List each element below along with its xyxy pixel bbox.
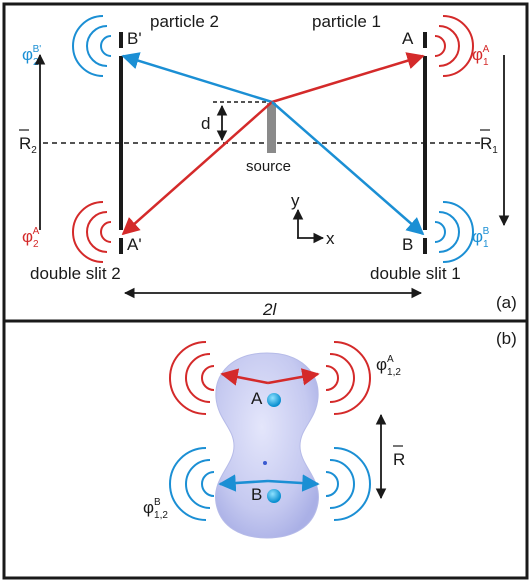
x-axis-label: x (326, 229, 335, 248)
double-slit-1-label: double slit 1 (370, 264, 461, 283)
wave-icon-Aprime (72, 201, 112, 263)
ray-to-A (271, 52, 425, 104)
wave-icon-A-right (325, 341, 371, 415)
ray-to-B (271, 101, 425, 236)
slit-A-label: A (402, 29, 414, 48)
phi-12-A-label: φ1,2A (376, 354, 401, 378)
wave-icon-Bprime (72, 15, 112, 77)
panel-a-tag: (a) (496, 293, 517, 312)
molecule-blob (215, 352, 319, 539)
wave-icon-B-right (325, 447, 371, 521)
slit-Aprime-label: A' (127, 235, 142, 254)
distance-label: 2l (262, 300, 277, 319)
site-A-label: A (251, 389, 263, 408)
wave-icon-B (434, 201, 474, 263)
arrow-A-left (220, 368, 269, 386)
particle-1-label: particle 1 (312, 12, 381, 31)
particle-2-label: particle 2 (150, 12, 219, 31)
ray-to-Bprime (121, 52, 273, 104)
slit-B-label: B (402, 235, 413, 254)
R-label: R (393, 450, 405, 469)
phi-2-Bprime-label: φ2B' (22, 44, 41, 68)
source-rect (267, 103, 276, 153)
wave-icon-A (434, 15, 474, 77)
phi-2-Aprime-label: φ2A' (22, 226, 41, 250)
panel-b-tag: (b) (496, 329, 517, 348)
phi-1-B-label: φ1B (472, 226, 490, 250)
slit-Bprime-label: B' (127, 29, 142, 48)
wave-icon-A-left (169, 341, 215, 415)
R2-label: R2 (19, 134, 37, 156)
y-axis-label: y (291, 191, 300, 210)
site-B-label: B (251, 485, 262, 504)
d-label: d (201, 114, 210, 133)
arrow-B-right (267, 474, 320, 492)
site-B-dot (267, 489, 281, 503)
phi-1-A-label: φ1A (472, 44, 490, 68)
R1-label: R1 (480, 134, 498, 156)
figure-frame (2, 2, 529, 580)
wave-icon-B-left (169, 447, 215, 521)
site-A-dot (267, 393, 281, 407)
center-dot (263, 461, 267, 465)
ray-to-Aprime (121, 101, 273, 236)
double-slit-2-label: double slit 2 (30, 264, 121, 283)
arrow-A-right (267, 368, 320, 386)
phi-12-B-label: φ1,2B (143, 497, 168, 521)
panel-b: (b) A B (143, 329, 517, 539)
arrow-B-left (218, 474, 269, 492)
panel-a: particle 2 particle 1 source d B' (19, 12, 517, 319)
source-label: source (246, 158, 291, 175)
